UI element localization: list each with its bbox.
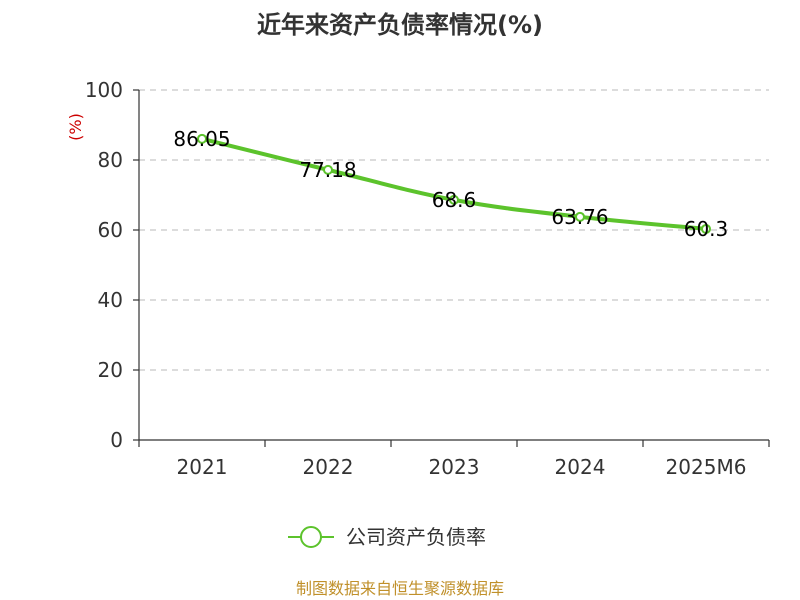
x-tick-label: 2024 bbox=[555, 455, 606, 479]
x-tick-label: 2021 bbox=[177, 455, 228, 479]
data-label: 68.6 bbox=[432, 188, 477, 212]
axes bbox=[133, 89, 770, 447]
gridlines bbox=[139, 89, 769, 371]
data-point[interactable] bbox=[449, 194, 459, 205]
series-line bbox=[201, 136, 707, 231]
y-tick-label: 40 bbox=[98, 288, 123, 312]
data-label: 63.76 bbox=[551, 205, 608, 229]
data-point[interactable] bbox=[197, 133, 207, 144]
y-tick-label: 60 bbox=[98, 218, 123, 242]
x-tick-label: 2022 bbox=[303, 455, 354, 479]
data-point[interactable] bbox=[323, 164, 333, 175]
y-axis-label: (%) bbox=[66, 113, 85, 141]
source-note: 制图数据来自恒生聚源数据库 bbox=[296, 579, 504, 598]
series-line-group bbox=[197, 133, 711, 234]
data-labels: 86.05 77.18 68.6 63.76 60.3 bbox=[173, 127, 728, 241]
chart-title: 近年来资产负债率情况(%) bbox=[257, 11, 543, 39]
legend-swatch-marker bbox=[300, 526, 322, 548]
legend[interactable]: 公司资产负债率 bbox=[288, 525, 486, 549]
data-label: 86.05 bbox=[173, 127, 230, 151]
y-tick-label: 20 bbox=[98, 358, 123, 382]
y-tick-label: 100 bbox=[85, 78, 123, 102]
y-tick-labels: 0 20 40 60 80 100 bbox=[85, 78, 123, 452]
data-point[interactable] bbox=[701, 223, 711, 234]
x-tick-labels: 2021 2022 2023 2024 2025M6 bbox=[177, 455, 747, 479]
data-point[interactable] bbox=[575, 211, 585, 222]
data-label: 77.18 bbox=[299, 158, 356, 182]
y-tick-label: 0 bbox=[110, 428, 123, 452]
x-tick-label: 2023 bbox=[429, 455, 480, 479]
data-label: 60.3 bbox=[684, 217, 729, 241]
x-tick-label: 2025M6 bbox=[666, 455, 747, 479]
legend-label: 公司资产负债率 bbox=[346, 525, 486, 549]
y-tick-label: 80 bbox=[98, 148, 123, 172]
